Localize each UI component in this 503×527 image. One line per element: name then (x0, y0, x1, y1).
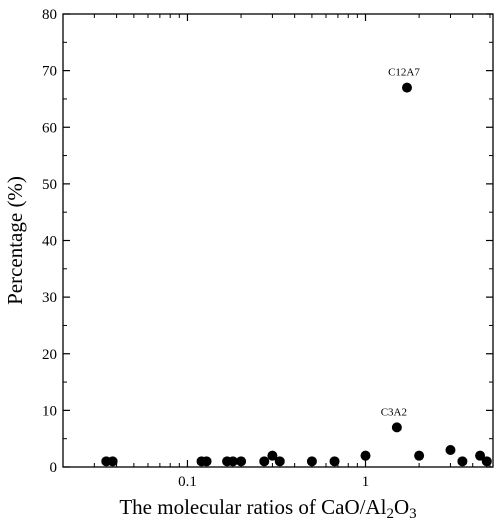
y-axis-label: Percentage (%) (3, 176, 27, 305)
y-tick-label: 20 (42, 347, 57, 363)
data-point (360, 450, 371, 461)
y-tick-label: 50 (42, 177, 57, 193)
x-tick-label: 0.1 (178, 474, 197, 490)
x-axis-label-subscript-2: 3 (409, 506, 417, 522)
data-point (306, 456, 317, 467)
y-tick-label: 80 (42, 7, 57, 23)
annotations: C12A7 C3A2 (381, 67, 421, 419)
tick-labels: 0 10 20 30 40 50 60 70 80 0.1 1 (42, 7, 369, 490)
data-point (201, 456, 212, 467)
y-tick-label: 0 (50, 460, 58, 476)
data-point (401, 82, 412, 93)
point-annotation: C12A7 (388, 67, 420, 79)
data-point (414, 450, 425, 461)
x-axis-label-mid: O (394, 495, 409, 519)
x-axis-label-subscript-1: 2 (386, 506, 394, 522)
y-tick-label: 60 (42, 120, 57, 136)
x-tick-label: 1 (362, 474, 370, 490)
point-annotation: C3A2 (381, 406, 407, 418)
data-point (457, 456, 468, 467)
y-tick-label: 30 (42, 290, 57, 306)
data-point (481, 456, 492, 467)
data-point (259, 456, 270, 467)
data-point (267, 450, 278, 461)
data-point (274, 456, 285, 467)
data-point (236, 456, 247, 467)
data-point (475, 450, 486, 461)
data-point (445, 445, 456, 456)
data-point (107, 456, 118, 467)
x-axis-label: The molecular ratios of CaO/Al2O3 (119, 495, 416, 522)
data-point (227, 456, 238, 467)
y-tick-label: 10 (42, 403, 57, 419)
plot-frame (62, 13, 494, 468)
data-point (391, 422, 402, 433)
data-point (329, 456, 340, 467)
x-axis-label-prefix: The molecular ratios of CaO/Al (119, 495, 386, 519)
y-tick-label: 70 (42, 64, 57, 80)
data-points (101, 82, 492, 467)
y-tick-label: 40 (42, 234, 57, 250)
